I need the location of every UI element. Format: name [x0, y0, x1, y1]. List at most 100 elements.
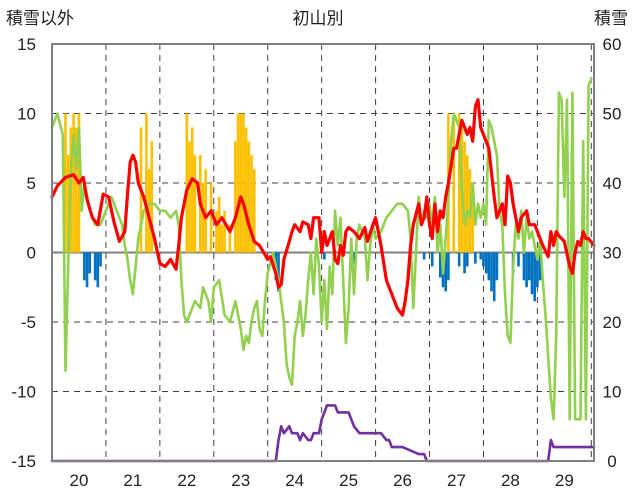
precip-blue-bar: [444, 252, 447, 292]
precip-orange-bar: [190, 127, 194, 253]
precip-orange-bar: [223, 210, 226, 253]
precip-blue-bar: [492, 252, 496, 302]
right-axis-title: 積雪: [594, 9, 628, 29]
precip-blue-bar: [88, 252, 92, 274]
precip-orange-bar: [188, 141, 191, 253]
precip-orange-bar: [252, 169, 256, 253]
axis-tick-labels: -15 -10 -5 0 5 10 15 0 10 20 30 40 50 60 20 21 22 23 24 25 2…: [11, 35, 621, 490]
precip-blue-bar: [85, 252, 89, 288]
precip-orange-bar: [185, 113, 189, 253]
left-tick-label: 0: [27, 244, 36, 263]
precip-orange-bar: [471, 183, 474, 253]
right-tick-label: 10: [603, 383, 622, 402]
precip-orange-bar: [465, 155, 469, 253]
precip-orange-bar: [463, 141, 466, 253]
left-tick-label: -10: [11, 383, 36, 402]
left-tick-label: 5: [27, 174, 36, 193]
precip-orange-bar: [239, 113, 243, 253]
precip-blue-bar: [447, 252, 450, 281]
precip-orange-bar: [201, 183, 205, 253]
precip-orange-bar: [220, 224, 224, 253]
chart-title: 初山別: [293, 9, 344, 29]
precip-blue-bar: [484, 252, 488, 274]
precip-orange-bar: [215, 210, 218, 253]
x-tick-label: 25: [339, 471, 358, 490]
plot-frame: [51, 43, 595, 462]
precip-orange-bar: [150, 141, 154, 253]
x-tick-label: 24: [285, 471, 304, 490]
precip-orange-bar: [145, 113, 148, 253]
right-tick-label: 30: [603, 244, 622, 263]
precip-orange-bar: [74, 127, 78, 253]
precip-orange-bar: [242, 113, 245, 253]
precip-blue-bar: [517, 252, 520, 267]
precip-orange-bar: [64, 113, 67, 253]
precip-blue-bar: [525, 252, 528, 288]
precip-blue-bar: [465, 252, 469, 267]
precip-blue-bar: [277, 252, 280, 292]
precip-blue-bar: [96, 252, 100, 288]
precip-blue-bar: [522, 252, 526, 281]
precip-orange-bar: [244, 127, 248, 253]
x-tick-label: 20: [70, 471, 89, 490]
precip-orange-bar: [234, 141, 237, 253]
precip-blue-bar: [430, 252, 434, 267]
right-tick-label: 60: [603, 35, 622, 54]
precip-orange-bar: [228, 224, 232, 253]
left-tick-label: -5: [21, 313, 36, 332]
x-tick-label: 28: [501, 471, 520, 490]
left-tick-label: -15: [11, 452, 36, 471]
precip-orange-bar: [247, 141, 251, 253]
precip-blue-bar: [495, 252, 499, 281]
right-tick-label: 20: [603, 313, 622, 332]
precip-orange-bar: [217, 196, 221, 253]
precip-blue-bar: [93, 252, 97, 281]
right-tick-label: 50: [603, 105, 622, 124]
precip-blue-bar: [457, 252, 461, 267]
snow-depth-line: [50, 404, 596, 463]
x-tick-label: 27: [447, 471, 466, 490]
line-series: [50, 77, 596, 463]
right-tick-label: 40: [603, 174, 622, 193]
precip-blue-bar: [463, 252, 466, 274]
precip-blue-bar: [438, 252, 442, 278]
precip-blue-bar: [422, 252, 426, 260]
precip-blue-bar: [482, 252, 485, 267]
x-tick-label: 21: [123, 471, 142, 490]
precip-blue-bar: [533, 252, 536, 302]
left-axis-title: 積雪以外: [6, 9, 74, 29]
precip-orange-bar: [452, 113, 456, 253]
precip-blue-bar: [474, 252, 477, 264]
precip-blue-bar: [530, 252, 534, 295]
precip-orange-bar: [209, 183, 213, 253]
temperature-line: [50, 98, 596, 317]
precip-blue-bar: [323, 252, 326, 260]
precip-blue-bar: [352, 252, 356, 264]
precip-orange-bar: [204, 169, 208, 253]
precip-blue-bar: [487, 252, 491, 281]
precip-orange-bar: [250, 155, 253, 253]
precip-blue-bar: [479, 252, 483, 260]
left-tick-label: 10: [17, 105, 36, 124]
precip-orange-bar: [66, 155, 70, 253]
bar-series: [64, 113, 542, 302]
precip-blue-bar: [83, 252, 86, 281]
x-tick-label: 23: [231, 471, 250, 490]
precip-orange-bar: [72, 113, 75, 253]
precip-blue-bar: [490, 252, 493, 292]
precip-orange-bar: [193, 155, 197, 253]
precip-blue-bar: [538, 252, 542, 281]
precip-blue-bar: [536, 252, 539, 288]
x-tick-label: 26: [393, 471, 412, 490]
precip-orange-bar: [147, 169, 151, 253]
precip-blue-bar: [527, 252, 531, 281]
precip-orange-bar: [236, 113, 240, 253]
x-tick-label: 22: [177, 471, 196, 490]
left-tick-label: 15: [17, 35, 36, 54]
right-tick-label: 0: [607, 452, 616, 471]
precip-orange-bar: [457, 113, 461, 253]
precip-blue-bar: [99, 252, 102, 267]
x-tick-label: 29: [555, 471, 574, 490]
